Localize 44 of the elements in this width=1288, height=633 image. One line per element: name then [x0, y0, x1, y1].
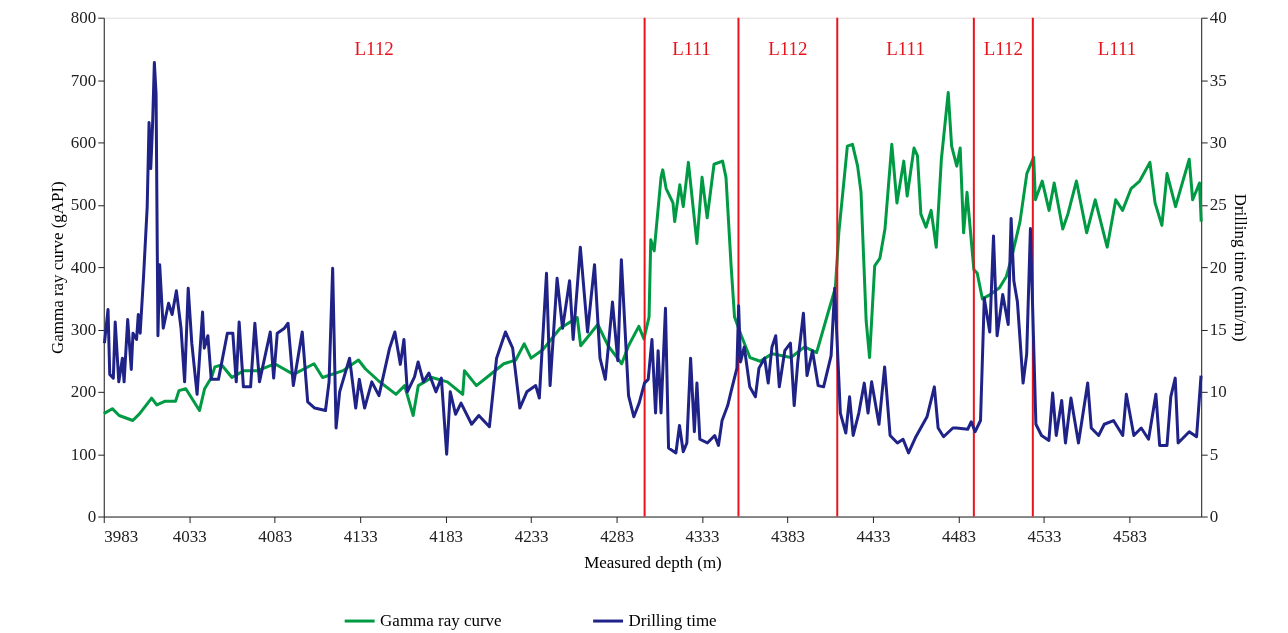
y2-tick-label: 25 — [1209, 195, 1227, 215]
x-tick-label: 4033 — [172, 526, 207, 546]
legend-label: Gamma ray curve — [380, 611, 502, 631]
annotation: L112 — [354, 37, 394, 59]
y2-tick-label: 40 — [1209, 8, 1227, 28]
x-tick-label: 4133 — [343, 526, 378, 546]
y-tick-label: 700 — [70, 70, 97, 90]
y-tick-label: 800 — [70, 8, 97, 28]
x-axis-title: Measured depth (m) — [584, 552, 722, 572]
x-tick-label: 4083 — [258, 526, 293, 546]
y-tick-label: 500 — [70, 195, 97, 215]
annotation: L112 — [768, 37, 808, 59]
y-tick-label: 200 — [70, 382, 97, 402]
x-tick-label: 4583 — [1112, 526, 1147, 546]
annotation: L112 — [983, 37, 1023, 59]
y-tick-label: 0 — [87, 507, 97, 527]
annotation: L111 — [1097, 37, 1137, 59]
line-series — [102, 91, 1203, 423]
x-tick-label: 4233 — [514, 526, 549, 546]
x-tick-label: 4333 — [685, 526, 720, 546]
y-tick-label: 600 — [70, 132, 97, 152]
y2-tick-label: 0 — [1209, 507, 1219, 527]
y-tick-label: 100 — [70, 444, 97, 464]
y2-tick-label: 30 — [1209, 132, 1227, 152]
y2-tick-label: 15 — [1209, 319, 1227, 339]
y-tick-label: 400 — [70, 257, 97, 277]
x-tick-label: 4533 — [1027, 526, 1062, 546]
y-axis-title: Gamma ray curve (gAPI) — [47, 181, 67, 354]
y2-tick-label: 35 — [1209, 70, 1227, 90]
y-tick-label: 300 — [70, 319, 97, 339]
line-series — [102, 61, 1203, 456]
y2-tick-label: 20 — [1209, 257, 1227, 277]
x-tick-label: 4183 — [429, 526, 464, 546]
legend-label: Drilling time — [628, 611, 717, 631]
y2-axis-title: Drilling time (min/m) — [1230, 193, 1250, 342]
x-tick-label: 4433 — [856, 526, 891, 546]
annotation: L111 — [886, 37, 925, 59]
x-tick-label: 4383 — [771, 526, 805, 546]
x-tick-label: 4283 — [600, 526, 635, 546]
x-tick-label: 4483 — [942, 526, 976, 546]
y2-tick-label: 10 — [1209, 382, 1227, 402]
x-tick-label: 3983 — [104, 526, 139, 546]
annotation: L111 — [672, 37, 711, 59]
y2-tick-label: 5 — [1209, 444, 1219, 464]
